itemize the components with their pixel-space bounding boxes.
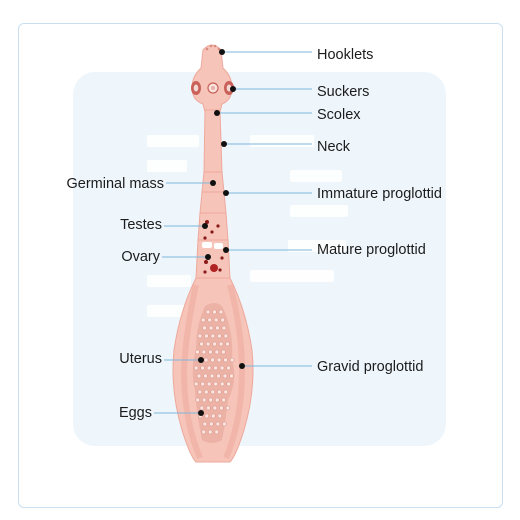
egg bbox=[208, 325, 214, 331]
mature-proglottids bbox=[195, 212, 231, 279]
label-neck: Neck bbox=[317, 139, 351, 155]
egg bbox=[203, 357, 209, 363]
egg bbox=[202, 325, 207, 331]
egg bbox=[212, 309, 217, 315]
egg bbox=[221, 397, 226, 403]
egg bbox=[229, 357, 235, 363]
egg bbox=[212, 341, 217, 347]
egg bbox=[195, 349, 200, 355]
egg bbox=[204, 389, 209, 395]
egg bbox=[223, 357, 228, 363]
egg bbox=[211, 413, 216, 419]
egg bbox=[202, 421, 208, 427]
label-mature-proglottid: Mature proglottid bbox=[317, 242, 426, 258]
egg bbox=[225, 405, 231, 411]
egg bbox=[210, 389, 216, 395]
egg bbox=[210, 357, 215, 363]
scolex bbox=[191, 44, 233, 113]
egg bbox=[213, 365, 218, 371]
egg bbox=[218, 341, 224, 347]
immature-proglottids bbox=[199, 171, 227, 214]
egg bbox=[218, 309, 224, 315]
egg bbox=[220, 317, 225, 323]
egg bbox=[206, 365, 212, 371]
egg bbox=[201, 349, 207, 355]
leader-lines bbox=[154, 51, 312, 414]
suckers bbox=[191, 81, 234, 95]
egg bbox=[225, 341, 230, 347]
label-hooklets: Hooklets bbox=[317, 47, 374, 63]
egg bbox=[204, 413, 210, 419]
label-immature-proglottid: Immature proglottid bbox=[317, 186, 442, 202]
egg bbox=[206, 381, 212, 387]
egg bbox=[209, 373, 215, 379]
egg bbox=[193, 381, 199, 387]
label-uterus: Uterus bbox=[119, 351, 162, 367]
egg bbox=[201, 397, 207, 403]
egg bbox=[197, 389, 203, 395]
egg bbox=[201, 429, 206, 435]
egg bbox=[214, 397, 220, 403]
egg bbox=[207, 429, 213, 435]
egg bbox=[196, 373, 202, 379]
panel-decoration bbox=[147, 135, 348, 317]
egg bbox=[219, 381, 225, 387]
egg bbox=[222, 421, 227, 427]
label-scolex: Scolex bbox=[317, 107, 361, 123]
eggs bbox=[193, 309, 235, 435]
egg bbox=[200, 317, 206, 323]
egg bbox=[215, 325, 220, 331]
egg bbox=[217, 413, 223, 419]
egg bbox=[199, 341, 204, 347]
egg bbox=[219, 365, 225, 371]
label-eggs: Eggs bbox=[118, 405, 152, 421]
egg bbox=[197, 333, 203, 339]
label-dots bbox=[198, 49, 245, 416]
egg bbox=[206, 405, 211, 411]
egg bbox=[226, 365, 231, 371]
egg bbox=[210, 333, 216, 339]
egg bbox=[193, 365, 199, 371]
egg bbox=[204, 333, 209, 339]
egg bbox=[199, 405, 205, 411]
hooklets bbox=[205, 44, 221, 51]
egg bbox=[205, 309, 211, 315]
egg bbox=[215, 421, 221, 427]
egg bbox=[200, 365, 205, 371]
egg bbox=[195, 397, 200, 403]
neck bbox=[203, 109, 223, 173]
egg bbox=[219, 405, 224, 411]
egg bbox=[214, 349, 220, 355]
label-suckers: Suckers bbox=[317, 84, 370, 100]
egg bbox=[221, 349, 226, 355]
egg bbox=[221, 325, 227, 331]
egg bbox=[200, 381, 205, 387]
egg bbox=[223, 333, 229, 339]
egg bbox=[216, 357, 222, 363]
egg bbox=[217, 389, 222, 395]
egg bbox=[209, 421, 214, 427]
egg bbox=[208, 397, 213, 403]
egg bbox=[207, 317, 212, 323]
egg bbox=[214, 429, 219, 435]
label-gravid-proglottid: Gravid proglottid bbox=[317, 359, 424, 375]
reproductive-organs bbox=[202, 220, 224, 274]
egg bbox=[208, 349, 213, 355]
egg bbox=[213, 381, 218, 387]
egg bbox=[213, 317, 219, 323]
egg bbox=[205, 341, 211, 347]
label-testes: Testes bbox=[120, 217, 162, 233]
egg bbox=[203, 373, 208, 379]
label-germinal-mass: Germinal mass bbox=[66, 176, 165, 192]
label-ovary: Ovary bbox=[121, 249, 160, 265]
egg bbox=[222, 373, 228, 379]
egg bbox=[216, 373, 221, 379]
egg bbox=[212, 405, 218, 411]
egg bbox=[223, 389, 229, 395]
egg bbox=[217, 333, 222, 339]
egg bbox=[226, 381, 231, 387]
egg bbox=[229, 373, 234, 379]
